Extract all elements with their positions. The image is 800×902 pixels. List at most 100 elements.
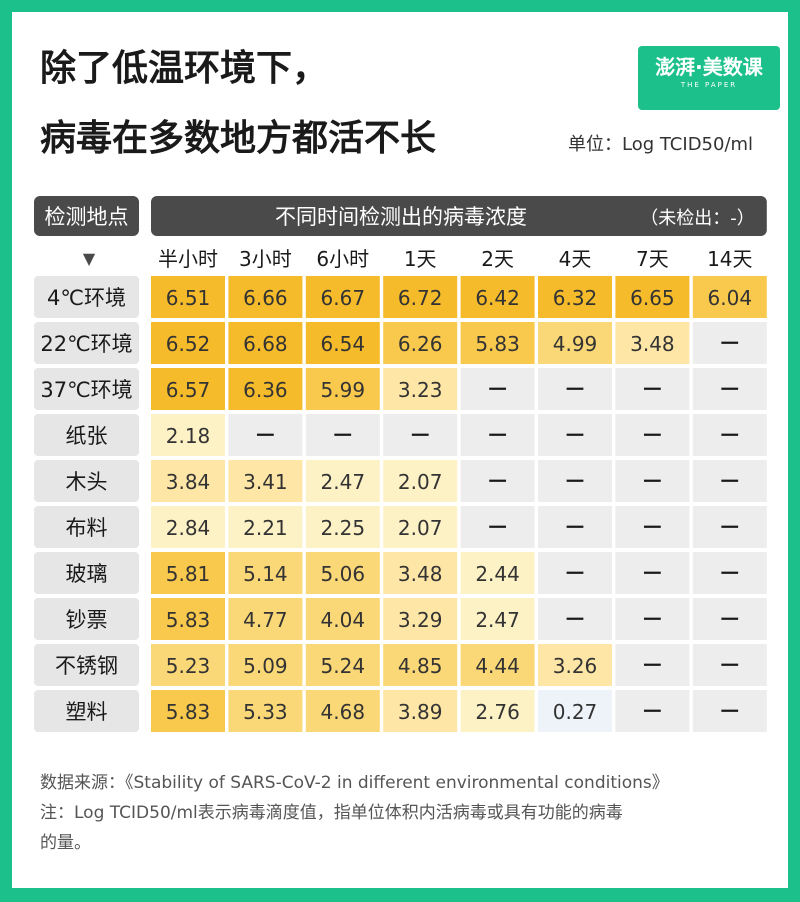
source-line: 数据来源：《Stability of SARS-CoV-2 in differe… — [40, 773, 669, 793]
value-label: 0.27 — [553, 700, 598, 724]
not-detected-mark: － — [641, 378, 663, 403]
not-detected-mark: － — [719, 470, 741, 495]
empty-cell — [538, 368, 612, 410]
value-cell — [151, 690, 225, 732]
not-detected-mark: － — [564, 562, 586, 587]
row-label-box — [34, 322, 139, 364]
value-label: 2.47 — [475, 608, 520, 632]
not-detected-mark: － — [564, 424, 586, 449]
value-cell — [228, 644, 303, 686]
value-cell — [460, 690, 535, 732]
not-detected-mark: － — [487, 378, 509, 403]
value-cell — [305, 460, 380, 502]
empty-cell — [692, 690, 767, 732]
row-label: 木头 — [66, 470, 108, 494]
value-label: 2.44 — [475, 562, 520, 586]
value-cell — [460, 598, 535, 640]
value-label: 6.72 — [398, 286, 443, 310]
empty-cell — [538, 552, 612, 594]
not-detected-mark: － — [641, 700, 663, 725]
not-detected-mark: － — [641, 516, 663, 541]
empty-cell — [538, 506, 612, 548]
value-label: 6.26 — [398, 332, 443, 356]
value-label: 2.84 — [166, 516, 211, 540]
not-detected-mark: － — [487, 516, 509, 541]
value-label: 6.52 — [166, 332, 211, 356]
value-label: 6.66 — [243, 286, 288, 310]
value-cell — [151, 598, 225, 640]
column-label: 4天 — [559, 247, 592, 271]
not-detected-mark: － — [719, 332, 741, 357]
value-cell — [383, 322, 458, 364]
value-label: 5.33 — [243, 700, 288, 724]
value-label: 2.21 — [243, 516, 288, 540]
row-label-box — [34, 414, 139, 456]
value-label: 2.47 — [321, 470, 366, 494]
concentration-table: 检测地点 不同时间检测出的病毒浓度 （未检出：-） ▼ 半小时 3小时 6小时 1天 2天 4天 7… — [34, 196, 767, 732]
value-cell — [151, 552, 225, 594]
value-label: 6.32 — [553, 286, 598, 310]
value-cell — [151, 322, 225, 364]
value-cell — [383, 644, 458, 686]
value-cell — [383, 690, 458, 732]
unit-label: 单位：Log TCID50/ml — [568, 134, 754, 155]
value-cell — [460, 322, 535, 364]
value-cell — [460, 644, 535, 686]
row-label: 玻璃 — [66, 562, 108, 586]
value-cell — [305, 690, 380, 732]
value-cell — [383, 460, 458, 502]
title-line-2: 病毒在多数地方都活不长 — [40, 118, 437, 159]
row-label-box — [34, 506, 139, 548]
empty-cell — [692, 598, 767, 640]
not-detected-mark: － — [719, 516, 741, 541]
value-cell — [383, 506, 458, 548]
value-cell — [305, 644, 380, 686]
value-label: 3.48 — [630, 332, 675, 356]
value-cell — [615, 322, 690, 364]
value-label: 5.83 — [166, 608, 211, 632]
value-label: 5.83 — [166, 700, 211, 724]
value-cell — [228, 690, 303, 732]
empty-cell — [615, 414, 690, 456]
value-label: 2.18 — [166, 424, 211, 448]
value-label: 6.67 — [321, 286, 366, 310]
value-label: 3.48 — [398, 562, 443, 586]
value-cell — [151, 414, 225, 456]
value-label: 3.23 — [398, 378, 443, 402]
row-label: 不锈钢 — [55, 654, 118, 678]
value-label: 3.29 — [398, 608, 443, 632]
row-label: 布料 — [66, 516, 108, 540]
not-detected-mark: － — [564, 516, 586, 541]
value-label: 6.57 — [166, 378, 211, 402]
value-cell — [538, 322, 612, 364]
not-detected-mark: － — [719, 700, 741, 725]
value-cell — [383, 368, 458, 410]
row-label-box — [34, 368, 139, 410]
empty-cell — [692, 552, 767, 594]
empty-cell — [460, 368, 535, 410]
not-detected-mark: － — [719, 654, 741, 679]
value-label: 4.04 — [321, 608, 366, 632]
value-cell — [538, 276, 612, 318]
column-header-label: 不同时间检测出的病毒浓度 — [275, 205, 527, 229]
empty-cell — [615, 368, 690, 410]
value-label: 5.24 — [321, 654, 366, 678]
empty-cell — [460, 506, 535, 548]
empty-cell — [383, 414, 458, 456]
value-label: 6.68 — [243, 332, 288, 356]
empty-cell — [538, 598, 612, 640]
value-cell — [305, 506, 380, 548]
column-label: 7天 — [636, 247, 669, 271]
not-detected-note: （未检出：-） — [640, 208, 755, 229]
value-cell — [460, 552, 535, 594]
not-detected-mark: － — [564, 608, 586, 633]
not-detected-mark: － — [641, 654, 663, 679]
value-cell — [151, 368, 225, 410]
value-cell — [305, 368, 380, 410]
empty-cell — [692, 322, 767, 364]
brand-name: 澎湃·美数课 — [655, 55, 763, 79]
not-detected-mark: － — [487, 424, 509, 449]
value-cell — [538, 690, 612, 732]
value-label: 4.85 — [398, 654, 443, 678]
empty-cell — [615, 506, 690, 548]
